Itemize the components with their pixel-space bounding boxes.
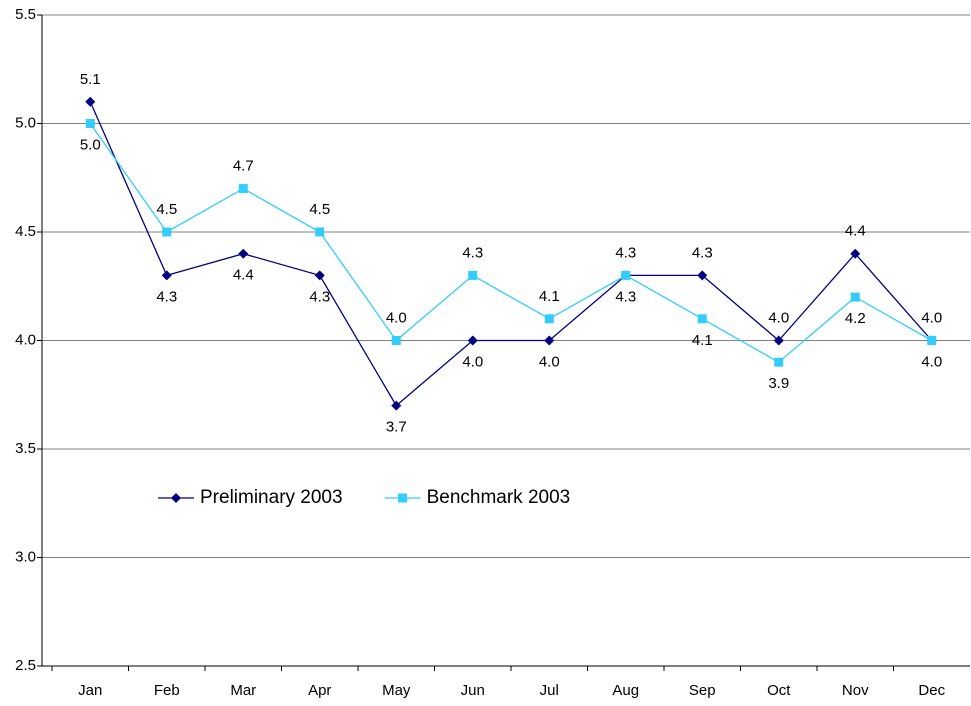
- legend: Preliminary 2003 Benchmark 2003: [158, 487, 570, 508]
- x-tick-label: Oct: [767, 682, 791, 699]
- data-label: 4.1: [539, 288, 560, 305]
- x-tick-label: Aug: [612, 682, 639, 699]
- y-tick-label: 4.5: [15, 223, 36, 240]
- legend-label: Benchmark 2003: [427, 487, 571, 508]
- x-tick-label: Jun: [461, 682, 485, 699]
- data-label: 4.1: [692, 332, 713, 349]
- series-line: [89, 101, 933, 407]
- legend-label: Preliminary 2003: [200, 487, 343, 508]
- data-point: [544, 335, 555, 346]
- data-label: 5.0: [80, 136, 101, 153]
- x-tick-label: Jul: [540, 682, 559, 699]
- y-tick-label: 2.5: [15, 657, 36, 674]
- data-point: [238, 184, 248, 194]
- data-point: [850, 292, 860, 302]
- x-tick-label: Feb: [154, 682, 180, 699]
- x-tick-label: Nov: [842, 682, 869, 699]
- data-label: 4.0: [921, 353, 942, 370]
- data-label: 4.3: [156, 288, 177, 305]
- y-tick-label: 4.0: [15, 331, 36, 348]
- data-point: [850, 248, 861, 259]
- y-tick-label: 3.0: [15, 548, 36, 565]
- data-label: 3.9: [768, 375, 789, 392]
- data-label: 4.4: [233, 267, 254, 284]
- x-tick-label: Jan: [78, 682, 102, 699]
- data-point: [697, 270, 708, 281]
- data-point: [162, 227, 172, 237]
- x-tick-label: Sep: [689, 682, 716, 699]
- data-label: 4.0: [768, 309, 789, 326]
- data-point: [468, 270, 478, 280]
- data-point: [621, 270, 631, 280]
- data-label: 4.0: [921, 309, 942, 326]
- y-tick-label: 3.5: [15, 440, 36, 457]
- data-label: 4.5: [156, 201, 177, 218]
- data-point: [161, 270, 172, 281]
- data-point: [314, 270, 325, 281]
- y-tick-label: 5.5: [15, 6, 36, 23]
- data-point: [467, 335, 478, 346]
- data-label: 3.7: [386, 419, 407, 436]
- data-label: 4.4: [845, 223, 866, 240]
- data-point: [391, 336, 401, 345]
- data-point: [391, 400, 402, 411]
- x-tick-label: Dec: [918, 682, 945, 699]
- series-line: [89, 123, 933, 363]
- data-label: 4.3: [309, 288, 330, 305]
- data-label: 4.3: [462, 244, 483, 261]
- data-label: 4.3: [615, 288, 636, 305]
- data-point: [697, 314, 707, 324]
- y-tick-label: 5.0: [15, 114, 36, 131]
- legend-marker: [171, 493, 181, 503]
- data-label: 4.0: [462, 353, 483, 370]
- data-label: 4.0: [539, 353, 560, 370]
- data-point: [238, 248, 249, 259]
- legend-marker: [398, 493, 408, 503]
- data-label: 4.0: [386, 309, 407, 326]
- data-label: 4.3: [615, 244, 636, 261]
- data-label: 4.7: [233, 158, 254, 175]
- data-point: [774, 357, 784, 367]
- data-point: [85, 119, 95, 128]
- data-label: 4.2: [845, 310, 866, 327]
- data-point: [315, 227, 325, 237]
- x-tick-label: Apr: [308, 682, 331, 699]
- data-point: [773, 335, 784, 346]
- x-tick-label: Mar: [230, 682, 256, 699]
- data-point: [927, 336, 937, 345]
- data-point: [85, 96, 96, 107]
- data-label: 5.1: [80, 71, 101, 88]
- data-point: [544, 314, 554, 324]
- data-label: 4.5: [309, 201, 330, 218]
- x-tick-label: May: [382, 682, 411, 699]
- data-label: 4.3: [692, 244, 713, 261]
